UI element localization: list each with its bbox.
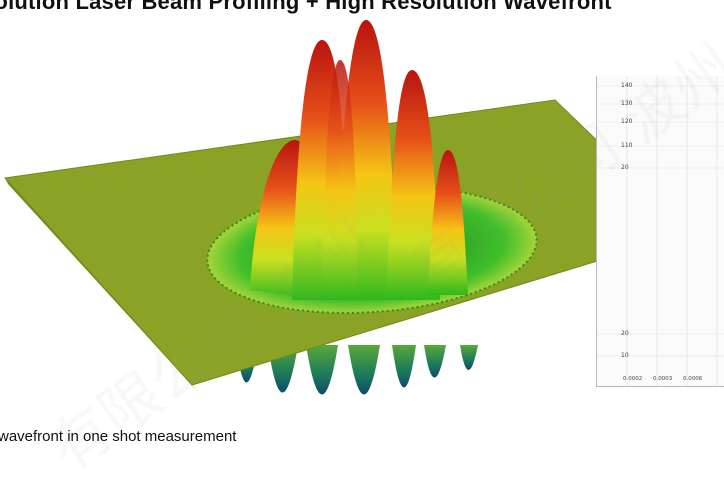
x-tick: 0.0002 (623, 376, 643, 382)
x-tick: 0.0003 (653, 376, 673, 382)
y-tick: 110 (621, 142, 633, 149)
y-tick: 10 (621, 352, 629, 359)
side-line-chart: 140 130 120 110 20 20 10 0.0002 0.0003 0… (596, 76, 724, 387)
beam-profile-3d-render (3, 20, 693, 395)
y-tick: 20 (621, 330, 629, 337)
chart-grid (597, 76, 724, 386)
y-tick: 120 (621, 118, 633, 125)
caption: wavefront in one shot measurement (0, 428, 237, 445)
x-tick: 0.0006 (683, 376, 703, 382)
y-tick: 20 (621, 164, 629, 171)
y-tick: 140 (621, 82, 633, 89)
page-heading: solution Laser Beam Profiling + High Res… (0, 0, 612, 14)
beam-peaks (250, 20, 468, 300)
y-tick: 130 (621, 100, 633, 107)
